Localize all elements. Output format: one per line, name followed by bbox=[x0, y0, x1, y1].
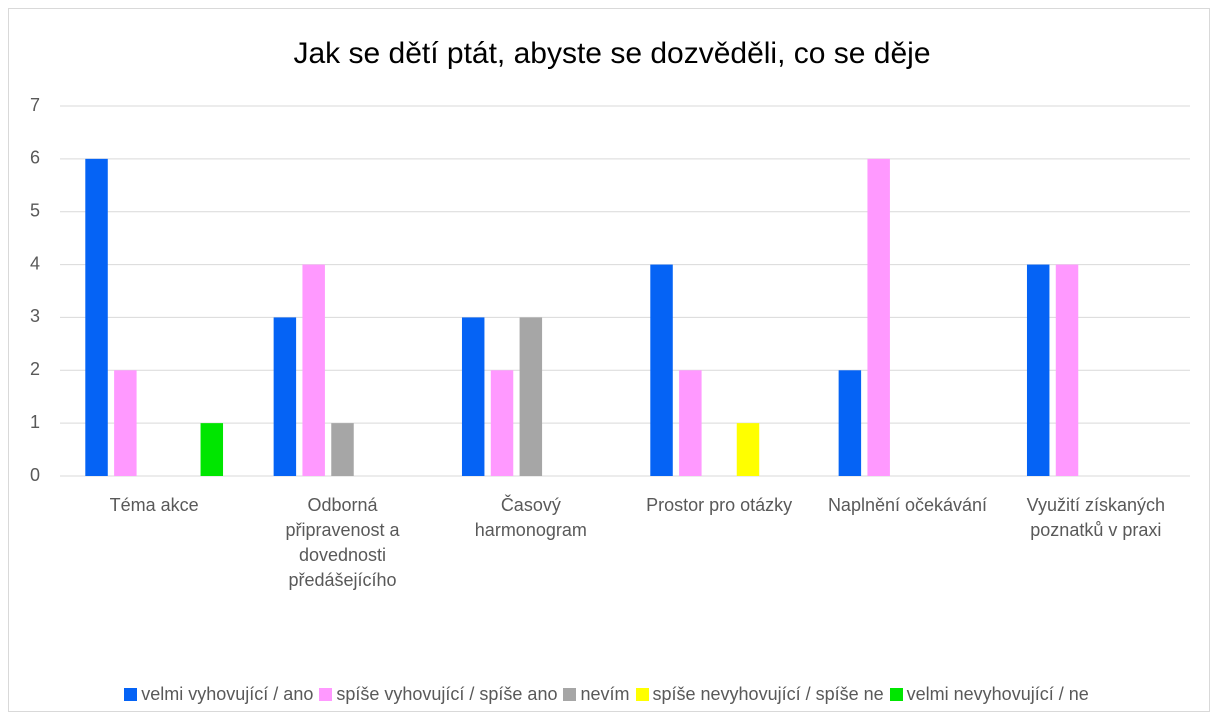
bar bbox=[867, 158, 890, 476]
legend: velmi vyhovující / ano spíše vyhovující /… bbox=[0, 684, 1219, 705]
bar bbox=[114, 370, 137, 476]
legend-label: spíše nevyhovující / spíše ne bbox=[652, 684, 884, 704]
bar bbox=[461, 317, 485, 476]
bar bbox=[736, 423, 760, 476]
y-tick-label: 3 bbox=[30, 306, 40, 326]
legend-item: nevím bbox=[563, 684, 630, 705]
legend-swatch bbox=[319, 688, 333, 701]
bar bbox=[273, 317, 297, 476]
bar bbox=[838, 370, 862, 476]
bar bbox=[331, 423, 354, 476]
legend-item: velmi vyhovující / ano bbox=[124, 684, 313, 705]
legend-item: spíše vyhovující / spíše ano bbox=[319, 684, 557, 705]
legend-swatch bbox=[635, 688, 649, 701]
bar bbox=[679, 370, 702, 476]
chart-title: Jak se dětí ptát, abyste se dozvěděli, c… bbox=[293, 37, 930, 70]
y-tick-label: 7 bbox=[30, 95, 40, 115]
x-tick-label: Naplnění očekávání bbox=[827, 495, 988, 515]
bar bbox=[1055, 264, 1079, 476]
y-tick-label: 2 bbox=[30, 359, 40, 379]
x-tick-label: Využití získaných poznatků v praxi bbox=[1026, 495, 1166, 540]
bar bbox=[200, 423, 224, 476]
legend-item: velmi nevyhovující / ne bbox=[889, 684, 1089, 705]
y-tick-label: 5 bbox=[30, 200, 40, 220]
legend-label: spíše vyhovující / spíše ano bbox=[336, 684, 558, 704]
bar bbox=[650, 264, 673, 476]
bar bbox=[490, 370, 514, 476]
legend-item: spíše nevyhovující / spíše ne bbox=[635, 684, 884, 705]
legend-swatch bbox=[563, 688, 577, 701]
legend-swatch bbox=[889, 688, 903, 701]
x-tick-label: Téma akce bbox=[109, 495, 199, 515]
chart-border bbox=[8, 8, 1210, 712]
bar bbox=[85, 158, 108, 476]
bar bbox=[1026, 264, 1050, 476]
legend-label: nevím bbox=[580, 684, 630, 704]
bar bbox=[302, 264, 325, 476]
legend-label: velmi vyhovující / ano bbox=[141, 684, 314, 704]
legend-swatch bbox=[124, 688, 138, 701]
y-tick-label: 0 bbox=[30, 465, 40, 485]
legend-label: velmi nevyhovující / ne bbox=[906, 684, 1089, 704]
y-tick-label: 4 bbox=[30, 253, 40, 273]
x-tick-label: Prostor pro otázky bbox=[646, 495, 793, 515]
x-tick-label: Odborná připravenost a dovednosti předáš… bbox=[285, 495, 400, 590]
x-tick-label: Časový harmonogram bbox=[474, 495, 587, 540]
y-tick-label: 1 bbox=[30, 412, 40, 432]
bar bbox=[519, 317, 543, 476]
y-tick-label: 6 bbox=[30, 148, 40, 168]
